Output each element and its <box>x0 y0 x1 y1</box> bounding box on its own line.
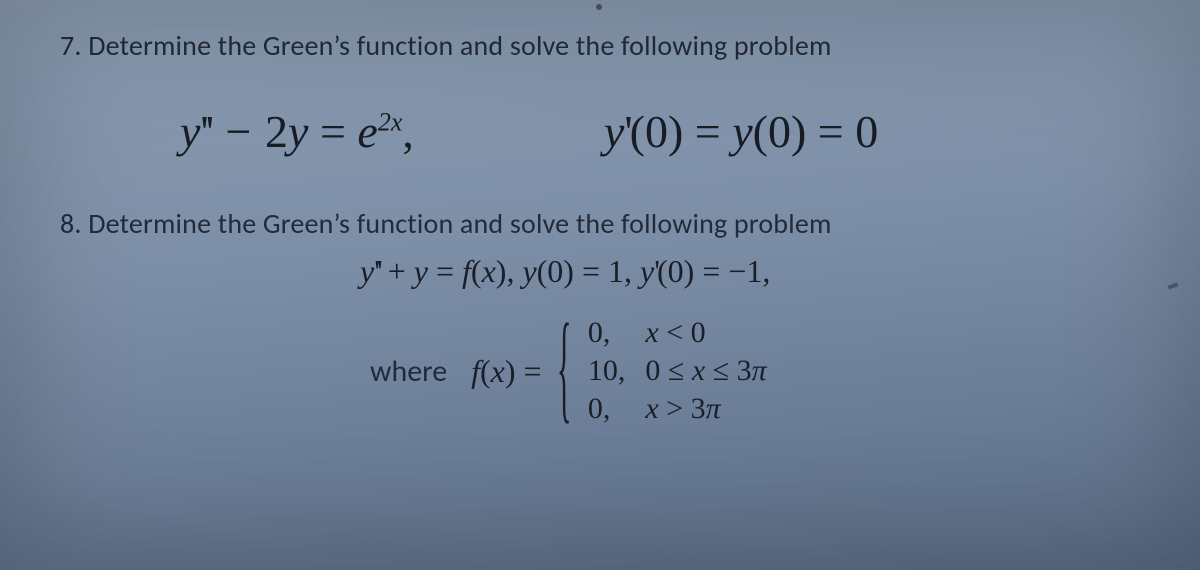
photo-speck <box>596 4 602 10</box>
problem-8-text: Determine the Green’s function and solve… <box>88 206 831 241</box>
problem-7-equations: y'' − 2y = e2x, y'(0) = y(0) = 0 <box>60 105 1140 158</box>
case-1-cond: x < 0 <box>645 316 766 350</box>
case-3-value: 0, <box>588 392 626 426</box>
piecewise-cases: 0, x < 0 10, 0 ≤ x ≤ 3π 0, x > 3π <box>588 316 767 426</box>
problem-7: 7. Determine the Green’s function and so… <box>60 28 1140 158</box>
problem-7-conditions: y'(0) = y(0) = 0 <box>604 105 878 158</box>
piecewise-lhs: f(x) = <box>463 353 541 390</box>
problem-8-equation: y'' + y = f(x), y(0) = 1, y'(0) = −1, <box>60 253 1140 290</box>
problem-7-number: 7. <box>60 28 82 63</box>
problem-7-text: Determine the Green’s function and solve… <box>88 28 831 63</box>
case-1-value: 0, <box>588 316 626 350</box>
where-label: where <box>370 353 447 390</box>
problem-8-piecewise: where f(x) = { 0, x < 0 10, 0 ≤ x ≤ 3π 0… <box>60 316 1140 426</box>
brace-icon: { <box>552 354 578 388</box>
problem-7-ode: y'' − 2y = e2x, <box>180 105 414 158</box>
problem-8: 8. Determine the Green’s function and so… <box>60 206 1140 426</box>
problem-8-statement: 8. Determine the Green’s function and so… <box>60 206 1140 241</box>
page-edge-mark <box>1168 282 1179 289</box>
case-3-cond: x > 3π <box>645 392 766 426</box>
problem-7-statement: 7. Determine the Green’s function and so… <box>60 28 1140 63</box>
case-2-cond: 0 ≤ x ≤ 3π <box>645 354 766 388</box>
case-2-value: 10, <box>588 354 626 388</box>
problem-8-number: 8. <box>60 206 82 241</box>
